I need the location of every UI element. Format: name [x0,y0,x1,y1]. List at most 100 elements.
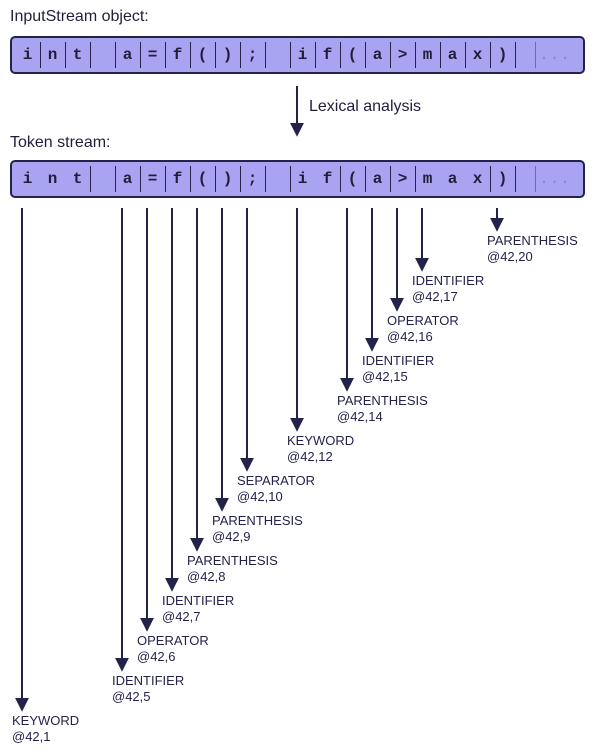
token-position: @42,16 [387,329,433,344]
cell-separator [140,166,141,192]
cell-separator [165,42,166,68]
stream-ellipsis: ... [539,46,571,64]
input-char: n [47,46,58,64]
input-char: ) [222,46,233,64]
cell-separator [490,42,491,68]
cell-separator [190,166,191,192]
token-type: IDENTIFIER [162,593,235,608]
input-char: m [422,46,433,64]
cell-separator [390,42,391,68]
token-char: ( [347,170,358,188]
token-label: KEYWORD @42,1 [12,713,79,745]
input-char: = [147,46,158,64]
lexical-analysis-label: Lexical analysis [309,98,422,115]
token-type: IDENTIFIER [112,673,185,688]
cell-separator [165,166,166,192]
token-label: SEPARATOR @42,10 [237,473,315,505]
token-position: @42,6 [137,649,176,664]
token-position: @42,12 [287,449,333,464]
input-char: i [297,46,308,64]
cell-separator [340,42,341,68]
token-type: IDENTIFIER [362,353,435,368]
token-char: m [422,170,433,188]
token-char [265,162,290,196]
input-char: ; [247,46,258,64]
token-type: PARENTHESIS [187,553,278,568]
input-char: x [472,46,483,64]
cell-separator [465,42,466,68]
token-position: @42,20 [487,249,533,264]
cell-separator [515,42,516,68]
input-char: f [322,46,333,64]
token-char: f [172,170,183,188]
token-type: KEYWORD [287,433,355,448]
cell-separator [535,166,536,192]
token-char: a [372,170,383,188]
token-position: @42,7 [162,609,201,624]
input-char: t [72,46,83,64]
token-char: ) [497,170,508,188]
token-char: a [122,170,133,188]
cell-separator [265,166,266,192]
token-char: i [22,170,33,188]
cell-separator [290,42,291,68]
token-type: KEYWORD [12,713,80,728]
token-label: OPERATOR @42,16 [387,313,459,345]
cell-separator [265,42,266,68]
cell-separator [140,42,141,68]
token-char: > [397,170,408,188]
token-char: ) [222,170,233,188]
token-position: @42,10 [237,489,283,504]
token-label: PARENTHESIS @42,20 [487,233,578,265]
token-label: IDENTIFIER @42,17 [412,273,484,305]
token-char: a [447,170,458,188]
token-position: @42,17 [412,289,458,304]
cell-separator [515,166,516,192]
token-type: SEPARATOR [237,473,316,488]
token-label: KEYWORD @42,12 [287,433,354,465]
cell-separator [240,42,241,68]
input-char: i [22,46,33,64]
token-type: OPERATOR [137,633,209,648]
token-label: IDENTIFIER @42,7 [162,593,234,625]
token-char: = [147,170,158,188]
token-position: @42,5 [112,689,151,704]
stream-ellipsis: ... [539,170,571,188]
cell-separator [240,166,241,192]
token-char: n [47,170,58,188]
cell-separator [215,42,216,68]
cell-separator [390,166,391,192]
token-position: @42,14 [337,409,383,424]
token-position: @42,1 [12,729,51,744]
token-stream-title: Token stream: [10,134,111,151]
token-label: PARENTHESIS @42,14 [337,393,428,425]
token-char: i [297,170,308,188]
input-char: ( [197,46,208,64]
cell-separator [315,42,316,68]
input-char: ) [497,46,508,64]
token-position: @42,8 [187,569,226,584]
cell-separator [415,166,416,192]
token-char: f [322,170,333,188]
token-type: PARENTHESIS [487,233,578,248]
input-char: > [397,46,408,64]
token-label: IDENTIFIER @42,5 [112,673,184,705]
cell-separator [415,42,416,68]
cell-separator [115,166,116,192]
cell-separator [40,42,41,68]
cell-separator [190,42,191,68]
cell-separator [535,42,536,68]
token-char: ( [197,170,208,188]
token-label: IDENTIFIER @42,15 [362,353,434,385]
cell-separator [215,166,216,192]
cell-separator [90,166,91,192]
cell-separator [365,42,366,68]
token-char: ; [247,170,258,188]
cell-separator [90,42,91,68]
token-label: PARENTHESIS @42,9 [212,513,303,545]
input-char: a [372,46,383,64]
input-char: f [172,46,183,64]
token-position: @42,15 [362,369,408,384]
